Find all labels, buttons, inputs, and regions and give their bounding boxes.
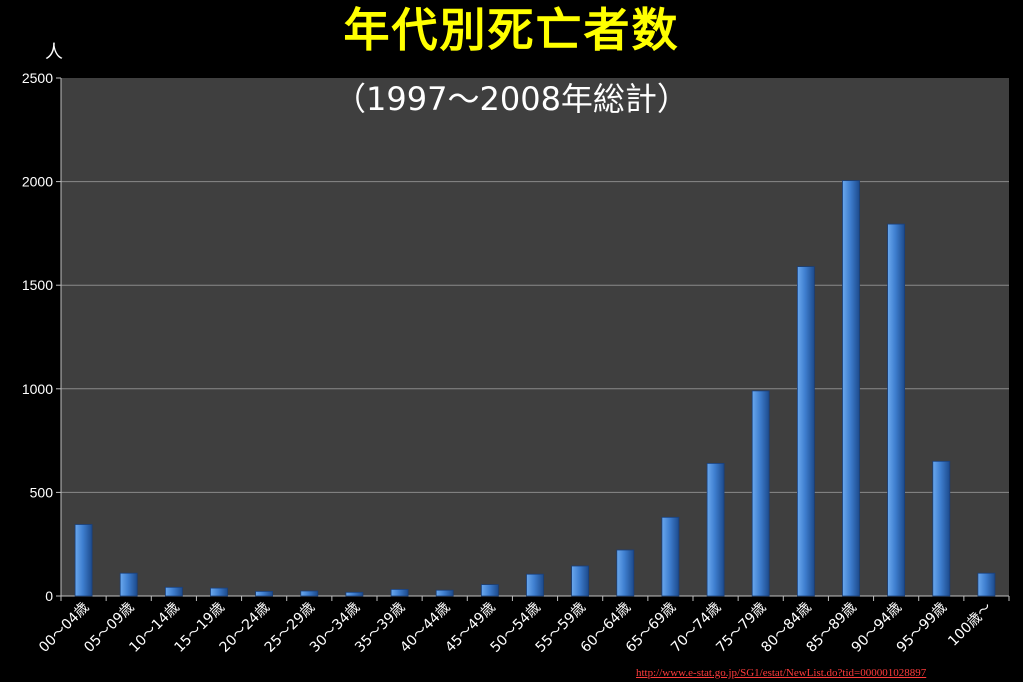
y-tick-label: 0 [45, 588, 53, 604]
bar [842, 180, 860, 597]
bar [571, 565, 589, 597]
bar [255, 591, 274, 597]
y-tick-label: 1000 [22, 381, 53, 397]
chart-title: 年代別死亡者数 [343, 3, 680, 57]
bar [390, 589, 409, 597]
bar [119, 572, 138, 597]
bar [480, 584, 499, 597]
x-axis-ticks: 00～04歳05～09歳10～14歳15～19歳20～24歳25～29歳30～3… [36, 596, 1010, 656]
y-axis-ticks: 0 500 1000 1500 2000 2500 [22, 70, 61, 604]
y-tick-label: 1500 [22, 277, 53, 293]
bar [345, 591, 364, 597]
bars [74, 180, 996, 597]
bar [164, 586, 183, 597]
bar [887, 223, 905, 597]
bar [300, 590, 319, 597]
bar [74, 524, 93, 597]
bar [797, 266, 815, 597]
y-tick-label: 2000 [22, 174, 53, 190]
source-link[interactable]: http://www.e-stat.go.jp/SG1/estat/NewLis… [636, 667, 927, 679]
x-tick-label: 95～99歳 [894, 600, 950, 656]
bar [210, 587, 228, 597]
chart-subtitle: （1997～2008年総計） [334, 80, 689, 118]
bar [751, 390, 770, 597]
bar [932, 460, 951, 597]
y-tick-label: 500 [30, 484, 54, 500]
y-tick-label: 2500 [22, 70, 53, 86]
x-tick-label: 100歳～ [945, 600, 995, 650]
bar [435, 589, 454, 597]
bar [616, 549, 635, 597]
y-axis-label: 人 [45, 42, 63, 63]
bar [526, 573, 544, 597]
bar [706, 462, 725, 597]
bar [977, 572, 996, 597]
plot-area [61, 78, 1009, 596]
bar [661, 516, 680, 597]
